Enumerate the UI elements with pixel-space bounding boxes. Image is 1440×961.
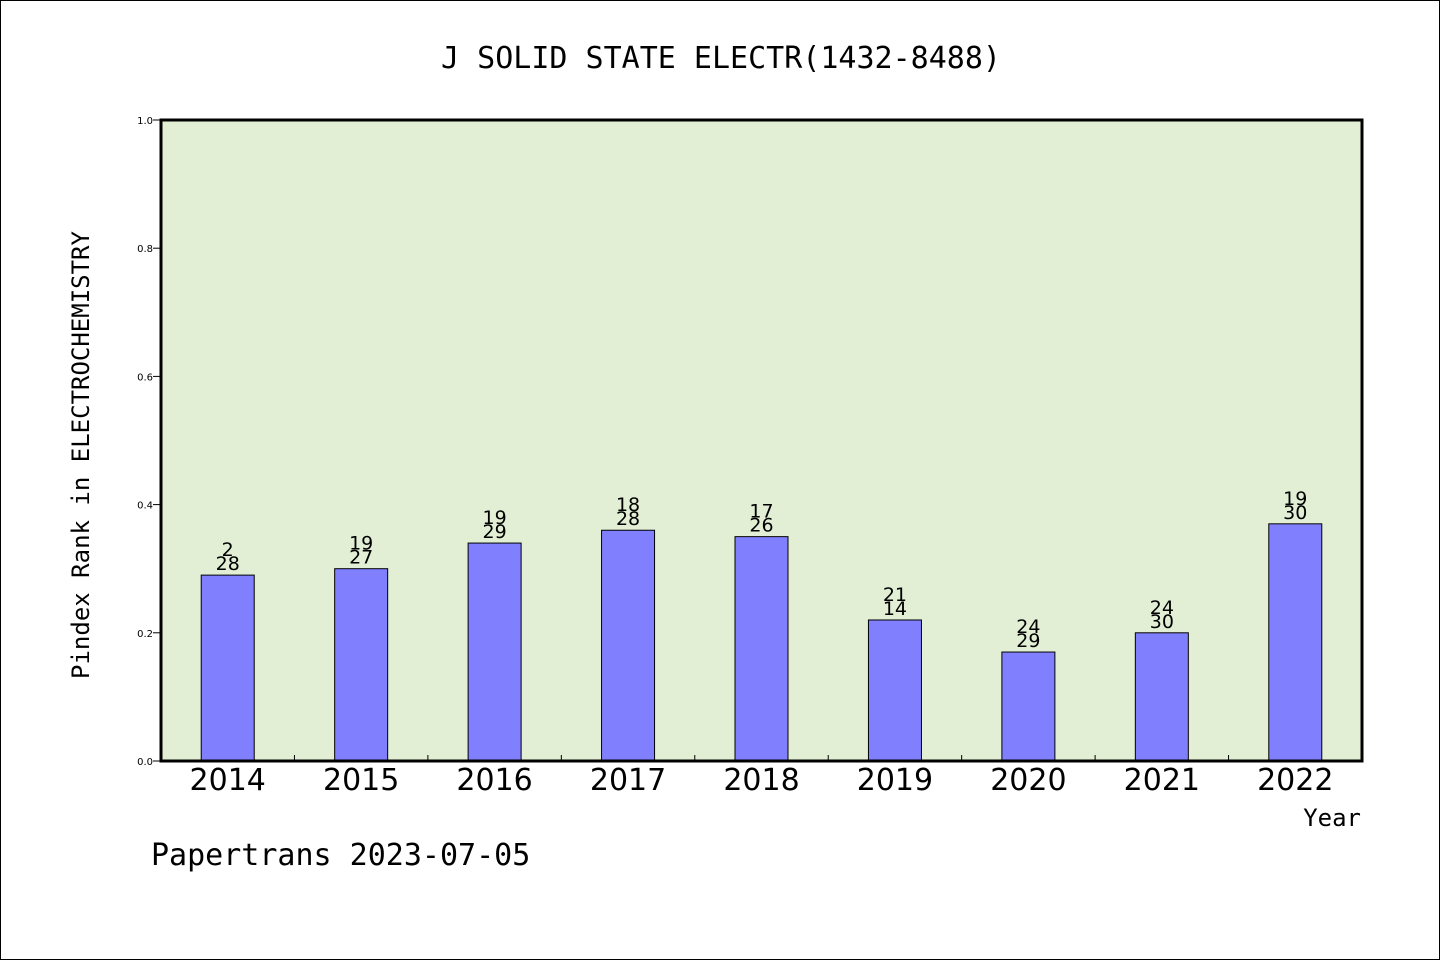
y-tick-label: 0.4: [137, 501, 153, 512]
bar-rank-label-bottom: 29: [1016, 630, 1040, 652]
bars-group: [200, 523, 1323, 762]
bar-rank-label-top: 2: [222, 539, 234, 561]
x-tick-label-2022: 2022: [1257, 763, 1333, 798]
y-tick-label: 0.8: [137, 244, 153, 255]
bar-rank-label-top: 21: [883, 584, 907, 606]
x-axis-label: Year: [1303, 804, 1361, 832]
y-tick-label: 1.0: [137, 116, 153, 127]
bar-2017: [601, 529, 656, 762]
bar-rank-label-bottom: 26: [749, 515, 773, 537]
plot-frame: [159, 118, 1364, 763]
bar-2016: [467, 542, 522, 762]
x-tick-label-2015: 2015: [323, 763, 399, 798]
chart-title: J SOLID STATE ELECTR(1432-8488): [441, 41, 1001, 76]
bar-rank-label-top: 24: [1150, 597, 1174, 619]
bar-rank-label-top: 19: [1283, 488, 1307, 510]
bar-rank-label-top: 17: [749, 501, 773, 523]
bar-2020: [1001, 651, 1056, 762]
bar-rank-label-top: 24: [1016, 616, 1040, 638]
x-tick-label-2020: 2020: [990, 763, 1066, 798]
x-tick-label-2018: 2018: [723, 763, 799, 798]
y-tick-label: 0.6: [137, 372, 153, 383]
x-tick-label-2016: 2016: [456, 763, 532, 798]
y-tick-label: 0.0: [137, 757, 153, 768]
bar-rank-label-top: 19: [349, 533, 373, 555]
bar-2019: [867, 619, 922, 762]
x-tick-label-2021: 2021: [1124, 763, 1200, 798]
bar-rank-label-bottom: 29: [483, 521, 507, 543]
bar-2021: [1134, 632, 1189, 762]
bar-rank-label-bottom: 27: [349, 547, 373, 569]
bar-2015: [334, 568, 389, 762]
bar-rank-label-bottom: 30: [1150, 611, 1174, 633]
bar-rank-label-bottom: 30: [1283, 502, 1307, 524]
x-tick-label-2014: 2014: [190, 763, 266, 798]
bar-rank-label-top: 19: [483, 507, 507, 529]
bar-rank-label-top: 18: [616, 494, 640, 516]
x-tick-label-2019: 2019: [857, 763, 933, 798]
y-tick-label: 0.2: [137, 629, 153, 640]
x-axis-ticks: 2014 2015 2016 2017 2018 2019 2020 2021 2022: [190, 755, 1333, 798]
bar-2014: [200, 574, 255, 762]
bar-rank-label-bottom: 28: [616, 508, 640, 530]
y-axis-ticks: 0.0 0.2 0.4 0.6 0.8 1.0: [137, 116, 161, 768]
bar-2018: [734, 536, 789, 762]
y-axis-label: Pindex Rank in ELECTROCHEMISTRY: [67, 230, 95, 678]
bar-rank-label-bottom: 14: [883, 598, 907, 620]
bar-rank-label-bottom: 28: [216, 553, 240, 575]
x-tick-label-2017: 2017: [590, 763, 666, 798]
bar-2022: [1268, 523, 1323, 762]
watermark-text: Papertrans 2023-07-05: [151, 838, 530, 873]
